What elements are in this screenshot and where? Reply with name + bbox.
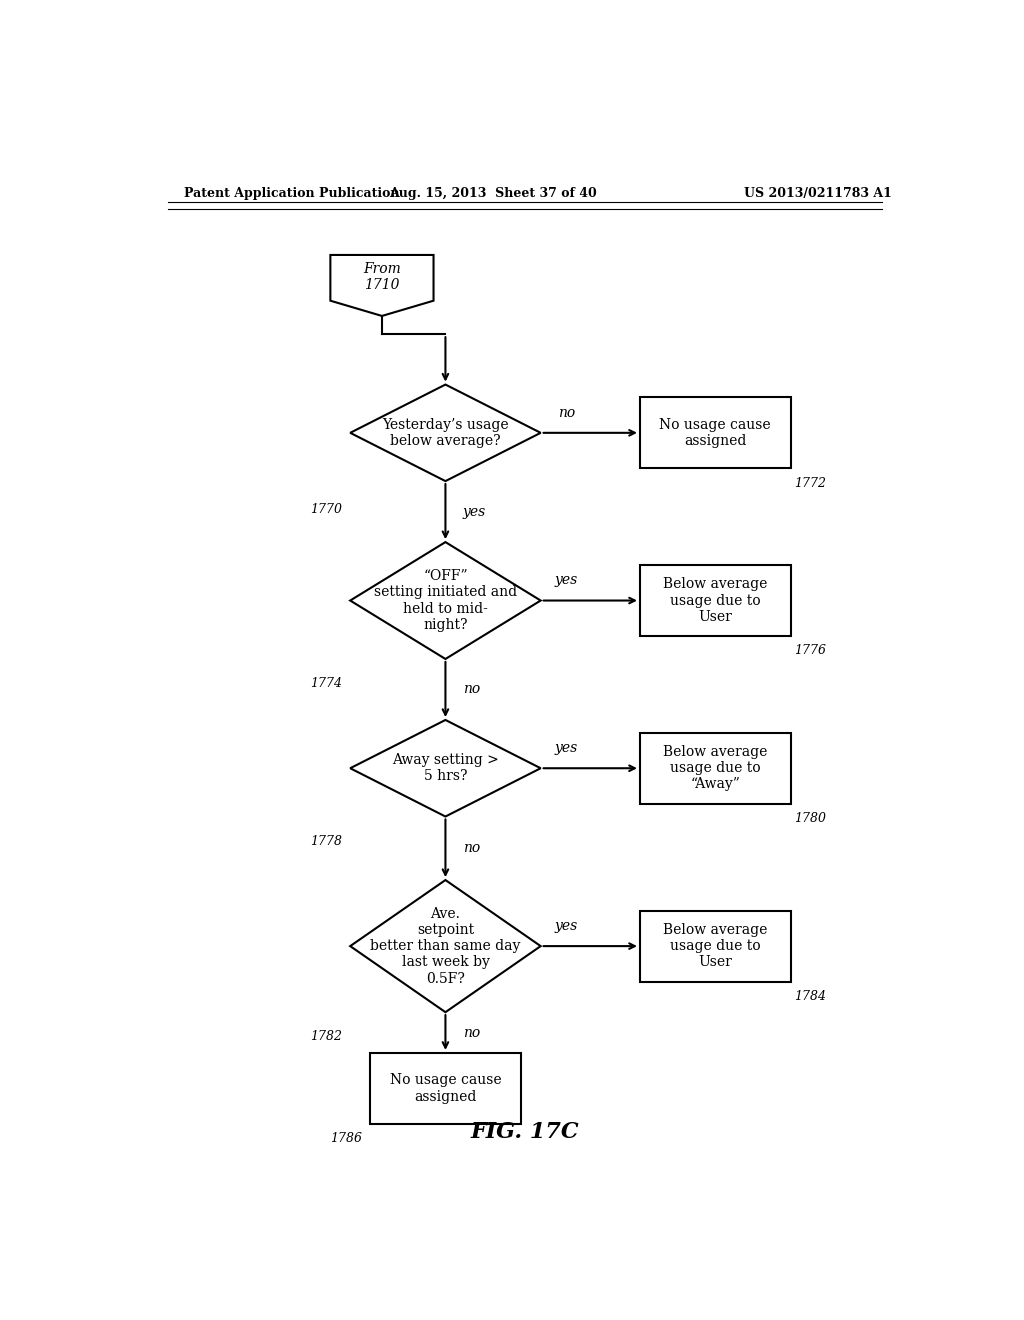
Text: Aug. 15, 2013  Sheet 37 of 40: Aug. 15, 2013 Sheet 37 of 40 bbox=[389, 187, 597, 201]
Text: US 2013/0211783 A1: US 2013/0211783 A1 bbox=[744, 187, 892, 201]
Text: Below average
usage due to
“Away”: Below average usage due to “Away” bbox=[664, 744, 767, 792]
Text: yes: yes bbox=[555, 919, 579, 933]
Text: yes: yes bbox=[555, 741, 579, 755]
Text: 1782: 1782 bbox=[310, 1031, 342, 1044]
Text: Below average
usage due to
User: Below average usage due to User bbox=[664, 577, 767, 624]
Text: Away setting >
5 hrs?: Away setting > 5 hrs? bbox=[392, 754, 499, 783]
Text: FIG. 17C: FIG. 17C bbox=[470, 1121, 580, 1143]
Text: Ave.
setpoint
better than same day
last week by
0.5F?: Ave. setpoint better than same day last … bbox=[371, 907, 520, 986]
Bar bbox=[640, 911, 791, 982]
Text: From
1710: From 1710 bbox=[364, 263, 400, 293]
Text: Yesterday’s usage
below average?: Yesterday’s usage below average? bbox=[382, 417, 509, 447]
Text: yes: yes bbox=[463, 504, 486, 519]
Text: 1784: 1784 bbox=[795, 990, 826, 1003]
Text: 1776: 1776 bbox=[795, 644, 826, 657]
Bar bbox=[370, 1053, 521, 1125]
Text: 1770: 1770 bbox=[310, 503, 342, 516]
Text: no: no bbox=[558, 405, 575, 420]
Text: no: no bbox=[463, 1026, 480, 1040]
Text: 1780: 1780 bbox=[795, 812, 826, 825]
Text: No usage cause
assigned: No usage cause assigned bbox=[389, 1073, 502, 1104]
Text: Patent Application Publication: Patent Application Publication bbox=[183, 187, 399, 201]
Text: “OFF”
setting initiated and
held to mid-
night?: “OFF” setting initiated and held to mid-… bbox=[374, 569, 517, 632]
Text: no: no bbox=[463, 682, 480, 697]
Text: 1778: 1778 bbox=[310, 834, 342, 847]
Text: yes: yes bbox=[555, 573, 579, 587]
Text: Below average
usage due to
User: Below average usage due to User bbox=[664, 923, 767, 969]
Bar bbox=[640, 733, 791, 804]
Text: 1786: 1786 bbox=[330, 1133, 362, 1146]
Text: 1772: 1772 bbox=[795, 477, 826, 490]
Bar bbox=[640, 397, 791, 469]
Text: No usage cause
assigned: No usage cause assigned bbox=[659, 417, 771, 447]
Bar bbox=[640, 565, 791, 636]
Text: no: no bbox=[463, 841, 480, 855]
Text: 1774: 1774 bbox=[310, 677, 342, 690]
